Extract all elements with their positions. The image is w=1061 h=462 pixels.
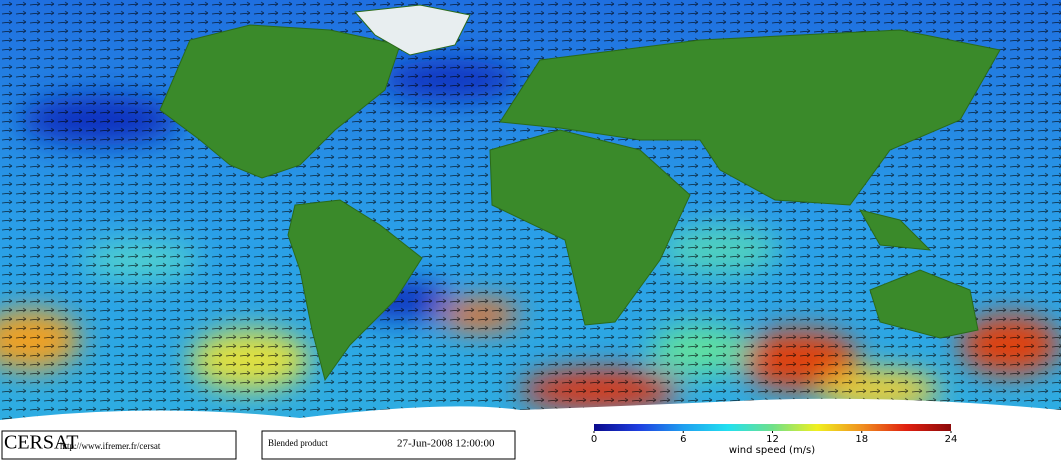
colorbar-tick-label: 24: [945, 434, 958, 445]
colorbar-scale: [594, 424, 951, 431]
continents: [159, 4, 1001, 382]
url: http://www.ifremer.fr/cersat: [60, 441, 161, 451]
colorbar-tick-label: 6: [680, 434, 686, 445]
colorbar: 0 6 12 18 24: [591, 424, 958, 445]
logo-box: [1, 430, 237, 460]
date: 27-Jun-2008 12:00:00: [397, 438, 495, 450]
logo: CERSAT: [4, 432, 78, 454]
colorbar-tick-label: 12: [766, 434, 779, 445]
info-box: [261, 430, 516, 460]
colorbar-tick-label: 18: [855, 434, 868, 445]
product: Blended product: [268, 438, 328, 448]
colorbar-tick-label: 0: [591, 434, 597, 445]
colorbar-label: wind speed (m/s): [729, 445, 815, 456]
